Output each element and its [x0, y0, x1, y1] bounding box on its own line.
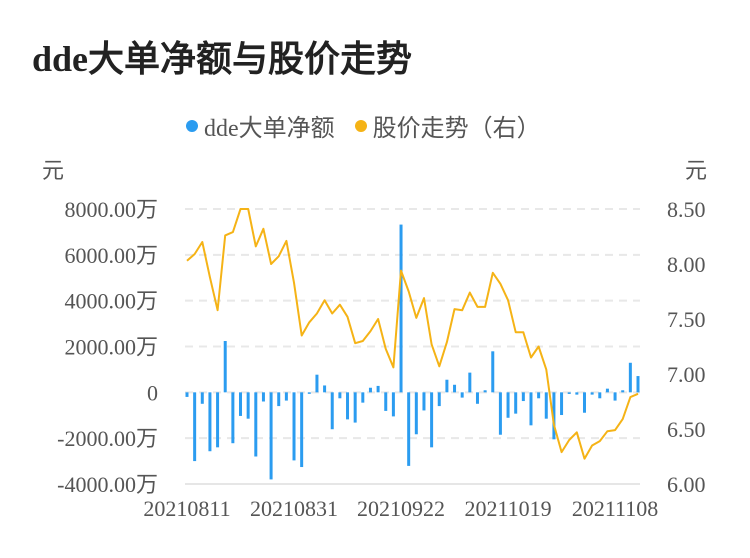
- left-tick-label: 0: [147, 380, 158, 405]
- bar-dde-20211019: [506, 392, 510, 418]
- bar-dde-20210915: [376, 385, 380, 393]
- bar-dde-20211110: [628, 362, 632, 393]
- legend-dot-icon: [354, 119, 367, 132]
- bar-dde-20210914: [368, 387, 372, 393]
- bar-dde-20210913: [361, 392, 365, 403]
- bar-dde-20211027: [552, 392, 556, 440]
- legend-item-dde[interactable]: dde大单净额: [186, 108, 335, 143]
- bar-dde-20210927: [422, 392, 426, 411]
- right-tick-label: 6.50: [667, 417, 706, 442]
- x-tick-label: 20210922: [357, 496, 445, 521]
- bar-dde-20211104: [598, 392, 602, 399]
- bar-dde-20210818: [223, 341, 227, 393]
- legend-dot-icon: [186, 119, 198, 132]
- legend: dde大单净额 股价走势（右）: [186, 108, 561, 143]
- bar-dde-20211022: [529, 392, 533, 426]
- bar-dde-20211105: [605, 388, 609, 393]
- bar-dde-20211102: [582, 392, 586, 413]
- bar-dde-20210812: [193, 392, 197, 462]
- bar-dde-20210824: [254, 392, 258, 457]
- bar-dde-20210907: [330, 392, 334, 430]
- bar-dde-20211025: [537, 392, 541, 399]
- bar-dde-20210816: [208, 392, 212, 452]
- bar-dde-20210917: [391, 392, 395, 417]
- bar-dde-20211020: [514, 392, 518, 414]
- bar-dde-20210903: [315, 374, 319, 393]
- bar-dde-20211029: [567, 392, 571, 394]
- price-line: [186, 208, 639, 460]
- left-tick-label: 6000.00万: [64, 243, 158, 268]
- bar-dde-20210825: [261, 392, 265, 402]
- bar-dde-20211028: [560, 392, 564, 416]
- bar-dde-20211015: [491, 351, 495, 393]
- bar-dde-20210826: [269, 392, 273, 480]
- bar-dde-20211014: [483, 390, 487, 393]
- bar-dde-20211108: [613, 392, 617, 401]
- left-tick-label: 8000.00万: [64, 197, 158, 222]
- x-tick-label: 20210831: [250, 496, 338, 521]
- bar-dde-20210817: [216, 392, 220, 448]
- x-tick-label: 20211108: [572, 496, 658, 521]
- bar-dde-20210922: [399, 224, 403, 393]
- bar-dde-20210831: [292, 392, 296, 461]
- bar-dde-20211101: [575, 392, 579, 395]
- left-tick-label: 2000.00万: [64, 335, 158, 360]
- bar-dde-20210910: [353, 392, 357, 423]
- bar-dde-20211008: [453, 384, 457, 393]
- bar-dde-20211109: [621, 390, 625, 393]
- bar-dde-20210819: [231, 392, 235, 444]
- bar-dde-20210908: [338, 392, 342, 399]
- bar-dde-20210811: [185, 392, 189, 397]
- right-tick-label: 7.00: [667, 362, 706, 387]
- bar-dde-20210929: [437, 392, 441, 407]
- right-tick-label: 6.00: [667, 472, 706, 497]
- legend-label: dde大单净额: [204, 116, 335, 142]
- bar-dde-20211021: [521, 392, 525, 402]
- bar-dde-20210909: [346, 392, 350, 420]
- bar-dde-20210924: [414, 392, 418, 435]
- bar-dde-20211012: [468, 372, 472, 393]
- bar-dde-20211026: [544, 392, 548, 419]
- bar-dde-20210813: [200, 392, 204, 404]
- bar-dde-20210930: [445, 379, 449, 393]
- right-tick-label: 8.50: [667, 197, 706, 222]
- right-tick-label: 8.00: [667, 252, 706, 277]
- bar-dde-20211011: [460, 392, 464, 398]
- left-tick-label: -2000.00万: [57, 426, 158, 451]
- legend-item-price[interactable]: 股价走势（右）: [354, 108, 541, 143]
- bar-dde-20210916: [384, 392, 388, 411]
- bar-dde-20210823: [246, 392, 250, 419]
- bar-dde-20211111: [636, 376, 640, 393]
- bar-dde-20211018: [498, 392, 502, 435]
- bar-dde-20210906: [323, 385, 327, 393]
- bar-dde-20210923: [407, 392, 411, 466]
- chart-title: dde大单净额与股价走势: [32, 39, 413, 79]
- right-tick-label: 7.50: [667, 307, 706, 332]
- legend-label: 股价走势（右）: [372, 116, 541, 142]
- x-tick-label: 20211019: [464, 496, 551, 521]
- x-tick-label: 20210811: [143, 496, 230, 521]
- right-axis-unit: 元: [685, 158, 707, 183]
- bar-dde-20210902: [307, 392, 311, 394]
- left-tick-label: -4000.00万: [57, 472, 158, 497]
- bar-dde-20210928: [430, 392, 434, 448]
- bar-dde-20210820: [239, 392, 243, 416]
- left-axis-unit: 元: [42, 158, 64, 183]
- bar-dde-20210901: [300, 392, 304, 468]
- left-tick-label: 4000.00万: [64, 289, 158, 314]
- bar-dde-20211013: [475, 392, 479, 404]
- bar-dde-20210830: [284, 392, 288, 401]
- bar-dde-20211103: [590, 392, 594, 395]
- bar-dde-20210827: [277, 392, 281, 407]
